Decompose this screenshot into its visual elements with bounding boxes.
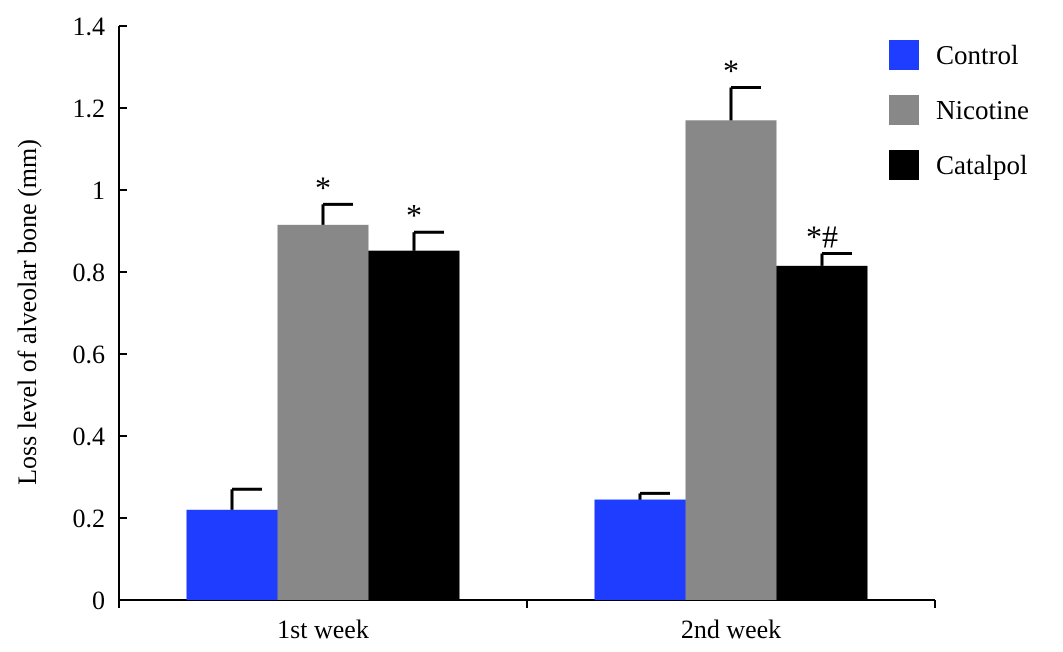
annotations: * * * *#: [315, 53, 838, 255]
significance-label: *: [315, 169, 331, 205]
y-tick-label: 1.4: [73, 12, 106, 41]
significance-label: *: [723, 53, 739, 89]
legend-label: Control: [936, 40, 1019, 70]
y-axis-label: Loss level of alveolar bone (mm): [13, 139, 42, 485]
legend-label: Catalpol: [936, 150, 1027, 180]
legend-label: Nicotine: [936, 95, 1029, 125]
bar: [368, 250, 460, 600]
y-tick-label: 0.8: [73, 258, 106, 287]
y-tick-label: 1.2: [73, 94, 106, 123]
bar: [186, 509, 278, 600]
x-tick-label: 1st week: [277, 615, 369, 644]
y-tick-label: 0.6: [73, 340, 106, 369]
significance-label: *: [406, 197, 422, 233]
y-tick-label: 0: [92, 586, 105, 615]
x-tick-label: 2nd week: [681, 615, 781, 644]
y-tick-label: 1: [92, 176, 105, 205]
error-bars: [230, 86, 853, 510]
legend-swatch: [889, 150, 919, 180]
bar: [685, 120, 777, 601]
y-tick-label: 0.4: [73, 422, 106, 451]
x-ticks: 1st week 2nd week: [118, 600, 936, 644]
bar: [277, 224, 369, 600]
legend: Control Nicotine Catalpol: [889, 40, 1029, 180]
bars: [186, 120, 868, 601]
y-tick-label: 0.2: [73, 504, 106, 533]
y-ticks: 0 0.2 0.4 0.6 0.8 1 1.2 1.4: [73, 12, 127, 615]
legend-swatch: [889, 40, 919, 70]
legend-swatch: [889, 95, 919, 125]
bar: [776, 265, 868, 600]
bar: [594, 499, 686, 600]
significance-label: *#: [806, 219, 838, 255]
